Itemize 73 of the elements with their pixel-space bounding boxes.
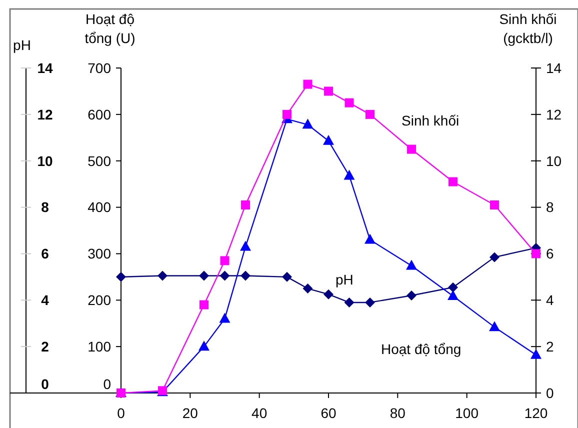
y3-tick-label: 14 xyxy=(37,60,53,76)
point xyxy=(282,272,292,282)
series-label: pH xyxy=(336,271,354,288)
point xyxy=(200,300,208,310)
point xyxy=(365,297,375,308)
y3-tick-label: 12 xyxy=(37,106,53,122)
point xyxy=(240,270,250,281)
point xyxy=(344,297,354,308)
point xyxy=(199,270,209,281)
point xyxy=(448,177,458,186)
y2-tick-label: 4 xyxy=(546,292,554,308)
point xyxy=(406,260,417,270)
y3-tick-label: 10 xyxy=(37,152,53,169)
point xyxy=(302,118,314,129)
y2-tick-label: 12 xyxy=(546,106,562,122)
y-tick-label: 700 xyxy=(88,60,112,76)
y3-tick-label: 0 xyxy=(41,376,50,392)
x-tick-label: 120 xyxy=(524,404,548,421)
y3-tick-label: 2 xyxy=(41,338,50,354)
y-tick-label: 200 xyxy=(88,292,112,308)
x-tick-label: 60 xyxy=(320,404,336,421)
point xyxy=(532,249,540,258)
x-tick-label: 80 xyxy=(390,404,406,421)
y-axis-title: Hoạt độ tổng (U) xyxy=(84,11,136,46)
point xyxy=(490,200,499,210)
point xyxy=(116,272,126,282)
point xyxy=(344,98,354,108)
point xyxy=(198,340,210,351)
y2-axis-title: Sinh khối (gcktb/l) xyxy=(499,11,557,46)
y2-tick-label: 10 xyxy=(546,152,562,169)
y2-tick-label: 2 xyxy=(546,338,554,354)
y-tick-label: 400 xyxy=(88,199,112,216)
point xyxy=(219,312,230,323)
y3-tick-label: 4 xyxy=(41,292,50,308)
text: Hoạt độ tổng xyxy=(381,340,462,357)
y3-axis-title: pH xyxy=(13,37,31,53)
point xyxy=(158,270,168,281)
y3-tick-label: 8 xyxy=(41,199,50,216)
point xyxy=(240,240,251,251)
point xyxy=(241,200,250,210)
point xyxy=(448,290,458,300)
point xyxy=(366,110,374,119)
y-tick-label: 600 xyxy=(88,106,112,122)
point xyxy=(406,290,416,300)
point xyxy=(407,144,416,154)
x-tick-label: 40 xyxy=(252,404,268,421)
y-tick-label: 100 xyxy=(88,338,112,354)
y2-tick-label: 8 xyxy=(546,199,554,216)
point xyxy=(220,270,230,281)
x-tick-label: 20 xyxy=(182,404,198,421)
y2-tick-label: 0 xyxy=(546,384,554,401)
y-tick-label: 500 xyxy=(88,152,112,169)
x-tick-label: 0 xyxy=(117,404,126,421)
y-tick-label: 0 xyxy=(103,376,112,392)
point xyxy=(282,110,292,119)
point xyxy=(324,86,333,96)
y3-tick-label: 6 xyxy=(41,246,50,262)
point xyxy=(490,252,500,262)
y2-tick-label: 14 xyxy=(546,60,562,76)
point xyxy=(364,234,376,244)
y2-tick-label: 6 xyxy=(546,246,554,262)
point xyxy=(302,284,313,294)
point xyxy=(344,170,355,180)
series-label: Sinh khối xyxy=(402,112,460,128)
point xyxy=(530,348,542,359)
point xyxy=(323,134,334,145)
x-tick-label: 100 xyxy=(455,404,479,421)
point xyxy=(303,80,312,89)
point xyxy=(220,256,230,266)
point xyxy=(448,282,458,292)
point xyxy=(489,321,500,332)
y-tick-label: 300 xyxy=(88,246,112,262)
point xyxy=(324,289,334,300)
